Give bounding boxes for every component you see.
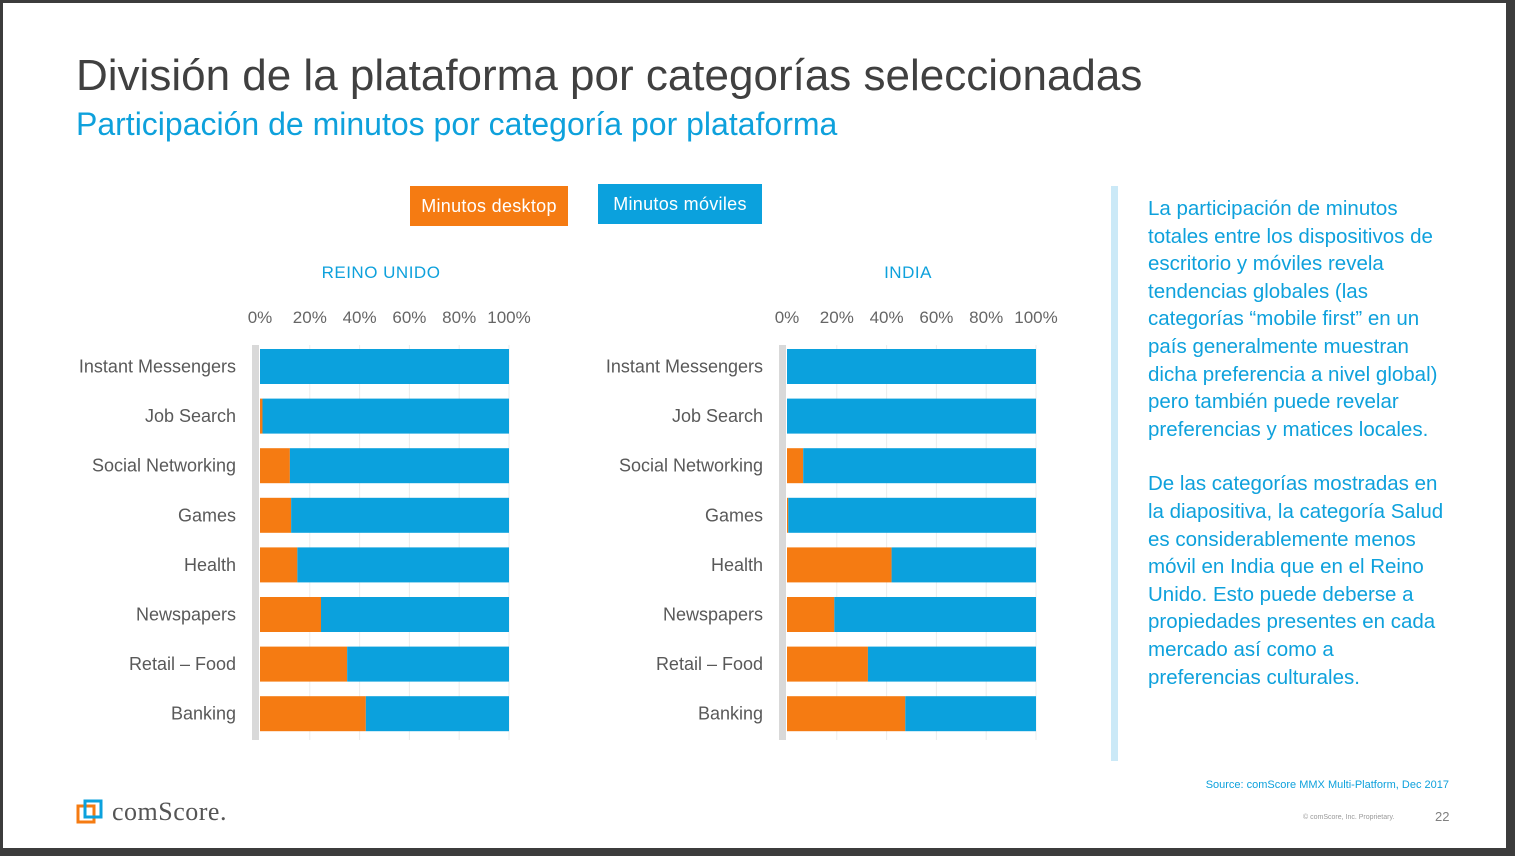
bar-desktop-reino-unido: [260, 398, 263, 434]
category-label-reino-unido: Job Search: [145, 406, 236, 426]
bar-mobile-reino-unido: [262, 398, 509, 434]
copyright-note: © comScore, Inc. Proprietary.: [1303, 814, 1395, 821]
category-label-india: Newspapers: [663, 605, 763, 625]
category-label-reino-unido: Social Networking: [92, 456, 236, 476]
x-tick-label-india: 100%: [1014, 308, 1057, 327]
category-label-india: Social Networking: [619, 456, 763, 476]
side-paragraph-2: De las categorías mostradas en la diapos…: [1148, 472, 1444, 689]
bar-mobile-india: [867, 646, 1036, 682]
source-note: Source: comScore MMX Multi-Platform, Dec…: [1205, 779, 1449, 791]
category-label-india: Health: [711, 555, 763, 575]
bar-desktop-reino-unido: [260, 448, 290, 484]
bar-desktop-reino-unido: [260, 646, 348, 682]
x-tick-label-reino-unido: 20%: [293, 308, 327, 327]
page-number: 22: [1435, 809, 1450, 824]
bar-desktop-india: [787, 696, 906, 732]
comscore-logo: comScore.: [76, 795, 227, 829]
charts-area: REINO UNIDO 0% 20% 40% 60% 80% 100% Instant Mes…: [79, 263, 1058, 740]
bar-mobile-india: [891, 547, 1036, 583]
bar-mobile-reino-unido: [365, 696, 509, 732]
chart-title-india: INDIA: [884, 263, 932, 282]
bar-desktop-india: [787, 597, 835, 632]
category-label-reino-unido: Retail – Food: [129, 654, 236, 674]
bar-mobile-reino-unido: [291, 497, 509, 533]
bar-mobile-reino-unido: [321, 597, 509, 632]
bar-desktop-reino-unido: [260, 597, 322, 632]
category-label-reino-unido: Banking: [171, 704, 236, 724]
category-label-india: Games: [705, 505, 763, 525]
bar-desktop-reino-unido: [260, 696, 366, 732]
bar-mobile-reino-unido: [289, 448, 509, 484]
x-tick-label-reino-unido: 100%: [487, 308, 530, 327]
bar-mobile-reino-unido: [297, 547, 509, 583]
bar-mobile-india: [834, 597, 1036, 632]
category-label-reino-unido: Health: [184, 555, 236, 575]
category-label-reino-unido: Newspapers: [136, 605, 236, 625]
legend-desktop: Minutos desktop: [410, 186, 568, 226]
x-tick-label-india: 0%: [775, 308, 800, 327]
comscore-logo-icon: [76, 799, 103, 824]
legend-mobile: Minutos móviles: [598, 184, 762, 224]
x-tick-label-reino-unido: 40%: [343, 308, 377, 327]
bar-desktop-india: [787, 547, 892, 583]
bar-mobile-india: [787, 349, 1036, 384]
bar-mobile-india: [905, 696, 1036, 732]
x-tick-label-india: 80%: [969, 308, 1003, 327]
x-tick-label-reino-unido: 0%: [248, 308, 273, 327]
category-label-india: Banking: [698, 704, 763, 724]
x-tick-label-india: 60%: [919, 308, 953, 327]
bar-mobile-india: [803, 448, 1036, 484]
category-label-india: Job Search: [672, 406, 763, 426]
bar-mobile-reino-unido: [347, 646, 509, 682]
category-label-india: Retail – Food: [656, 654, 763, 674]
chart-axis-line-reino-unido: [252, 345, 259, 740]
x-tick-label-india: 40%: [870, 308, 904, 327]
chart-axis-line-india: [779, 345, 786, 740]
side-panel: La participación de minutos totales entr…: [1148, 195, 1448, 718]
side-paragraph-1: La participación de minutos totales entr…: [1148, 197, 1438, 441]
bar-desktop-reino-unido: [260, 497, 292, 533]
x-tick-label-reino-unido: 80%: [442, 308, 476, 327]
bar-desktop-india: [787, 448, 804, 484]
category-label-india: Instant Messengers: [606, 357, 763, 377]
page-subtitle: Participación de minutos por categoría p…: [76, 106, 838, 142]
comscore-logo-text: comScore.: [112, 797, 227, 826]
category-label-reino-unido: Games: [178, 505, 236, 525]
x-tick-label-reino-unido: 60%: [392, 308, 426, 327]
slide: División de la plataforma por categorías…: [3, 3, 1506, 848]
bar-desktop-india: [787, 497, 789, 533]
chart-title-reino-unido: REINO UNIDO: [322, 263, 441, 282]
bar-desktop-reino-unido: [260, 547, 298, 583]
category-label-reino-unido: Instant Messengers: [79, 357, 236, 377]
bar-desktop-india: [787, 646, 868, 682]
divider-bar: [1111, 186, 1118, 761]
bar-mobile-india: [788, 497, 1036, 533]
page-title: División de la plataforma por categorías…: [76, 51, 1143, 100]
x-tick-label-india: 20%: [820, 308, 854, 327]
bar-mobile-reino-unido: [260, 349, 509, 384]
bar-mobile-india: [787, 398, 1036, 434]
